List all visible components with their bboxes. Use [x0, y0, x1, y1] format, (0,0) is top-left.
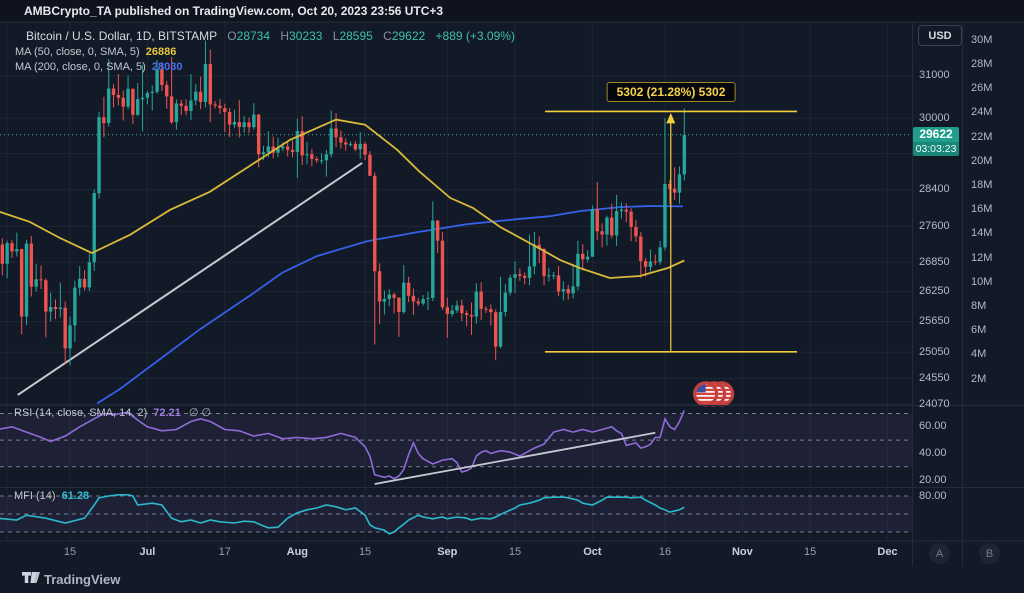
price-range-label[interactable]: 5302 (21.28%) 5302 [606, 82, 736, 102]
price-axis-label: 28400 [919, 182, 950, 195]
volume-axis-label: 20M [971, 154, 993, 167]
open-value: 28734 [236, 29, 271, 43]
mfi-label: MFI (14) [14, 490, 56, 502]
high-label: H [280, 29, 290, 43]
price-axis-label: 31000 [919, 69, 950, 82]
ma50-label: MA (50, close, 0, SMA, 5) [15, 46, 140, 58]
ma200-line [96, 205, 683, 405]
close-value: 29622 [391, 29, 426, 43]
change-value: +889 (+3.09%) [435, 29, 515, 43]
open-label: O [227, 29, 237, 43]
price-axis-label: 26250 [919, 285, 950, 298]
volume-axis-label: 26M [971, 82, 993, 95]
volume-axis-label: 30M [971, 33, 993, 46]
time-axis-label: Aug [286, 546, 309, 558]
price-range-tool[interactable] [545, 110, 798, 353]
volume-axis-label: 18M [971, 178, 993, 191]
rsi-axis-label: 40.00 [919, 446, 947, 459]
rsi-trendline-drawing[interactable] [374, 431, 656, 485]
currency-usd-button[interactable]: USD [918, 25, 962, 46]
symbol-legend[interactable]: Bitcoin / U.S. Dollar, 1D, BITSTAMP O287… [26, 29, 515, 43]
volume-axis-label: 2M [971, 372, 987, 385]
ma200-value: 28030 [151, 61, 183, 73]
scale-a-button[interactable]: A [929, 543, 950, 564]
rsi-line [0, 410, 686, 480]
high-value: 30233 [289, 29, 323, 43]
price-axis-label: 30000 [919, 111, 950, 124]
time-axis-label: Nov [731, 546, 753, 558]
price-axis-label: 25650 [919, 315, 950, 328]
price-axis-label: 27600 [919, 220, 950, 232]
mfi-axis-label: 80.00 [919, 489, 947, 502]
mfi-legend[interactable]: MFI (14) 61.28 [14, 490, 89, 502]
time-axis-label: 17 [218, 546, 231, 558]
usa-flags-sticker[interactable] [692, 381, 735, 407]
time-axis-label: Oct [583, 546, 602, 558]
low-value: 28595 [339, 29, 373, 43]
volume-axis-label: 6M [971, 324, 987, 337]
current-price-value: 29622 [919, 127, 953, 141]
mfi-line [0, 493, 685, 535]
rsi-axis-label: 20.00 [919, 473, 947, 486]
time-axis-label: 15 [508, 546, 522, 558]
scale-b-button[interactable]: B [979, 543, 1000, 564]
pane-separators [0, 21, 1024, 567]
rsi-axis-label: 60.00 [919, 420, 947, 433]
rsi-label: RSI (14, close, SMA, 14, 2) [14, 407, 148, 419]
candlestick-series [0, 40, 687, 366]
volume-axis-label: 10M [971, 275, 993, 288]
tradingview-brand-text[interactable]: TradingView [44, 572, 121, 587]
volume-axis-label: 4M [971, 348, 987, 361]
publication-header: AMBCrypto_TA published on TradingView.co… [0, 0, 1024, 22]
volume-axis-label: 14M [971, 227, 993, 240]
time-axis-label: 16 [658, 546, 672, 558]
price-axis-label: 24550 [919, 371, 950, 384]
symbol-title: Bitcoin / U.S. Dollar, 1D, BITSTAMP [26, 29, 217, 43]
volume-axis-label: 22M [971, 130, 993, 143]
time-axis-label: 15 [358, 546, 372, 558]
rsi-extra-values: ∅ ∅ [188, 407, 212, 419]
trendline-drawing[interactable] [17, 162, 363, 396]
ma200-legend[interactable]: MA (200, close, 0, SMA, 5) 28030 [15, 61, 182, 73]
time-axis-label: Jul [139, 546, 156, 558]
close-label: C [383, 29, 392, 43]
footer-bar [0, 566, 1024, 593]
time-axis-label: 15 [63, 546, 77, 558]
rsi-value: 72.21 [153, 407, 181, 419]
mfi-value: 61.28 [61, 490, 90, 502]
time-axis-label: 15 [803, 546, 817, 558]
ma50-value: 26886 [145, 46, 177, 58]
time-axis-label: Dec [877, 546, 898, 558]
ma50-legend[interactable]: MA (50, close, 0, SMA, 5) 26886 [15, 46, 176, 58]
volume-axis-label: 16M [971, 203, 993, 216]
bar-countdown: 03:03:23 [913, 142, 959, 156]
ma50-line [0, 118, 685, 279]
volume-axis-label: 24M [971, 106, 993, 119]
price-axis-label: 25050 [919, 345, 950, 358]
tradingview-logo-icon[interactable] [22, 572, 40, 584]
current-price-tag: 29622 03:03:23 [913, 127, 959, 156]
volume-axis-label: 28M [971, 57, 993, 70]
publication-title: AMBCrypto_TA published on TradingView.co… [24, 4, 444, 18]
price-axis-label: 26850 [919, 255, 950, 268]
rsi-legend[interactable]: RSI (14, close, SMA, 14, 2) 72.21 ∅ ∅ [14, 406, 211, 419]
time-axis-label: Sep [437, 546, 458, 558]
volume-axis-label: 8M [971, 299, 987, 312]
price-axis-label: 24070 [919, 397, 950, 410]
volume-axis-label: 12M [971, 251, 993, 264]
low-label: L [332, 29, 340, 43]
ma200-label: MA (200, close, 0, SMA, 5) [15, 61, 146, 73]
